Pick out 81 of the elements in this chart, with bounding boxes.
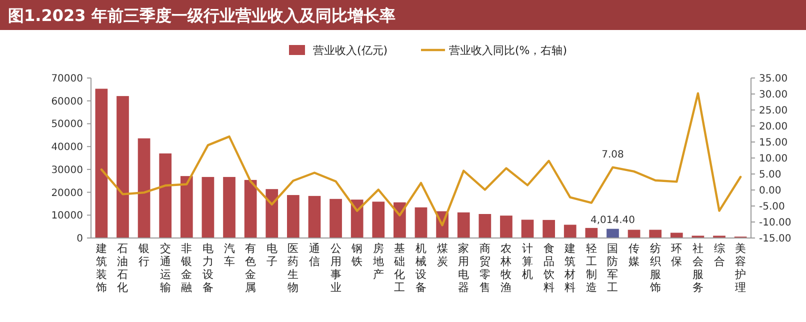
x-tick-label: 汽车 — [224, 242, 235, 268]
x-tick-label: 社会服务 — [692, 242, 704, 294]
y-tick-label: 10000 — [51, 210, 83, 222]
x-tick-label: 银行 — [138, 242, 150, 268]
y-tick-label: 70000 — [51, 74, 83, 84]
bar — [202, 176, 214, 238]
y2-tick-label: 25.00 — [759, 106, 788, 116]
y-tick-label: 40000 — [51, 142, 83, 154]
bar — [266, 189, 278, 238]
y-tick-label: 60000 — [51, 96, 83, 108]
legend-label: 营业收入同比(%，右轴) — [449, 44, 568, 57]
bar — [180, 176, 193, 238]
bar — [606, 228, 619, 238]
x-tick-label: 基础化工 — [393, 242, 406, 294]
bar — [308, 196, 321, 238]
bar — [564, 224, 576, 238]
x-tick-label: 电子 — [266, 242, 278, 268]
data-label: 7.08 — [602, 149, 624, 160]
bar — [500, 216, 512, 238]
y-tick-label: 20000 — [51, 188, 83, 199]
bar — [649, 230, 662, 238]
bar — [286, 195, 300, 238]
bar — [585, 228, 598, 238]
x-tick-label: 煤炭 — [436, 242, 448, 268]
y2-tick-label: 5.00 — [759, 170, 782, 180]
x-tick-label: 国防军工 — [607, 242, 618, 294]
bar — [521, 220, 534, 238]
bar — [244, 180, 257, 238]
bar — [457, 212, 470, 238]
x-tick-label: 通信 — [308, 242, 320, 268]
bar — [670, 232, 683, 238]
bar — [116, 96, 129, 238]
x-tick-label: 有色金属 — [245, 242, 256, 294]
y-tick-label: 0 — [76, 234, 83, 244]
x-tick-label: 纺织服饰 — [648, 242, 661, 294]
x-tick-label: 传媒 — [628, 242, 640, 268]
x-tick-label: 机械设备 — [416, 242, 426, 294]
x-tick-label: 建筑材料 — [564, 242, 576, 294]
x-tick-label: 食品饮料 — [542, 242, 554, 294]
x-tick-label: 建筑装饰 — [94, 242, 107, 294]
x-tick-label: 交通运输 — [160, 242, 171, 294]
legend-label: 营业收入(亿元) — [313, 44, 388, 57]
bar — [350, 200, 364, 238]
y2-tick-label: 35.00 — [759, 74, 788, 84]
y2-tick-label: -5.00 — [759, 202, 785, 212]
x-tick-label: 房地产 — [372, 242, 384, 281]
x-tick-label: 农林牧渔 — [500, 242, 512, 294]
y2-tick-label: -10.00 — [759, 218, 792, 228]
y2-tick-label: 30.00 — [759, 90, 788, 100]
bar — [478, 214, 492, 238]
bar — [414, 207, 428, 238]
y2-tick-label: 20.00 — [759, 122, 788, 132]
x-tick-label: 医药生物 — [288, 242, 299, 294]
x-tick-label: 综合 — [714, 242, 725, 268]
y2-tick-label: 10.00 — [759, 154, 788, 164]
y2-tick-label: 15.00 — [759, 138, 788, 148]
bar — [372, 202, 385, 238]
y2-tick-label: -15.00 — [759, 234, 792, 244]
bar — [223, 176, 236, 238]
line-series — [100, 92, 742, 226]
data-label: 4,014.40 — [590, 214, 635, 226]
x-tick-label: 非银金融 — [180, 242, 192, 294]
bar — [138, 138, 150, 238]
bar — [542, 220, 555, 238]
x-tick-label: 电力设备 — [202, 242, 214, 294]
x-tick-label: 环保 — [671, 242, 682, 268]
x-tick-label: 石油石化 — [117, 242, 128, 294]
x-tick-label: 计算机 — [522, 242, 534, 281]
y2-tick-label: 0.00 — [759, 186, 782, 196]
chart-title: 图1.2023 年前三季度一级行业营业收入及同比增长率 — [8, 6, 396, 25]
bar — [159, 153, 172, 238]
x-tick-label: 轻工制造 — [586, 242, 597, 294]
x-tick-label: 美容护理 — [734, 242, 746, 294]
x-tick-label: 公用事业 — [330, 242, 342, 294]
y-tick-label: 50000 — [51, 119, 83, 130]
bar — [95, 88, 108, 238]
x-tick-label: 家用电器 — [458, 242, 470, 294]
y-tick-label: 30000 — [51, 164, 83, 176]
x-tick-label: 商贸零售 — [479, 242, 490, 294]
bar — [330, 198, 342, 238]
x-tick-label: 钢铁 — [350, 242, 363, 268]
